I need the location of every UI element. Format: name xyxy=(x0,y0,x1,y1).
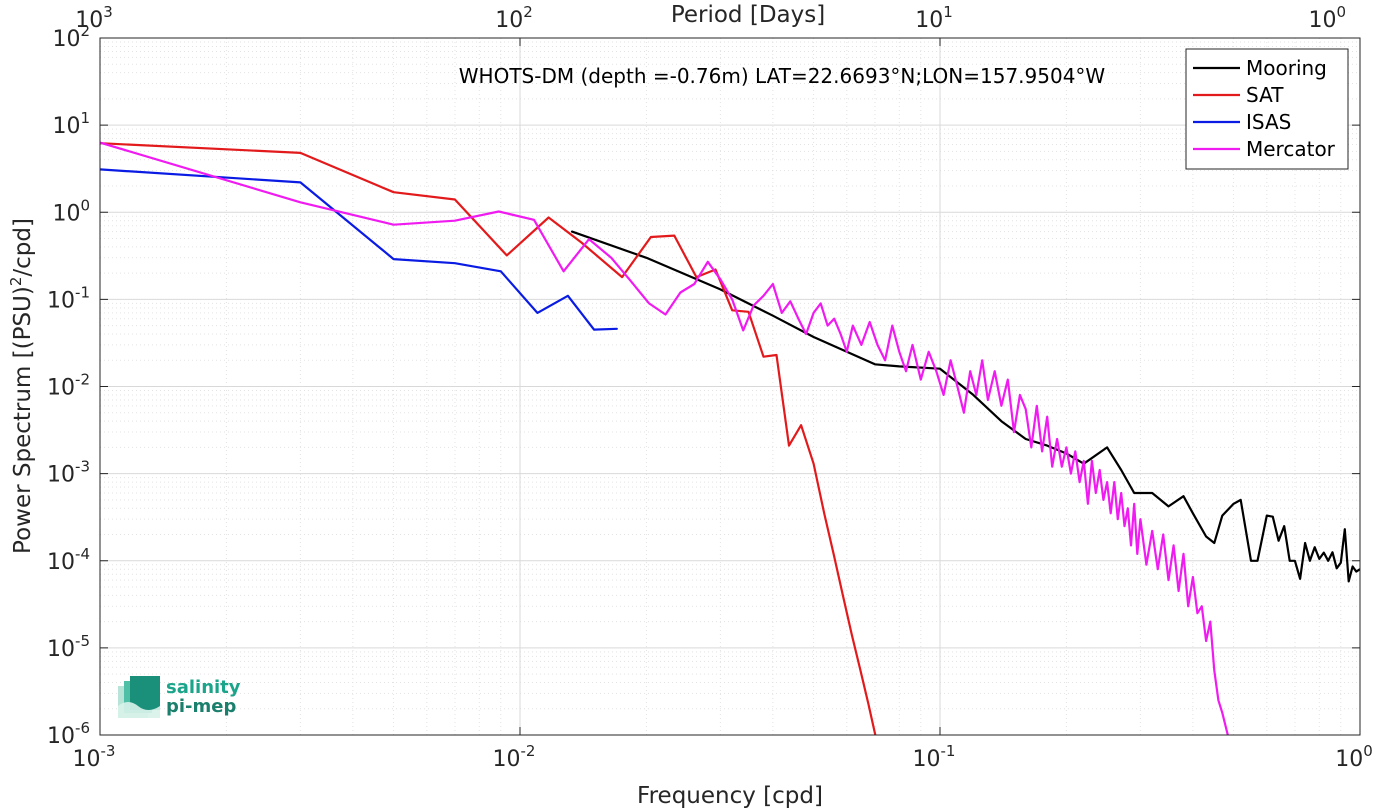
series-line-mercator xyxy=(100,141,1229,735)
logo-text-salinity: salinity xyxy=(166,677,241,698)
y-tick-label-base: 10 xyxy=(47,724,75,749)
top-tick-label: 102 xyxy=(495,3,533,33)
top-tick-label-exponent: 1 xyxy=(943,3,953,21)
top-tick-label-base: 10 xyxy=(495,8,523,33)
y-axis-label-tail: /cpd] xyxy=(10,218,36,277)
legend-label-mercator: Mercator xyxy=(1246,137,1336,161)
y-tick-label-exponent: -2 xyxy=(75,371,90,389)
top-axis-label: Period [Days] xyxy=(671,2,825,28)
y-tick-label-exponent: 2 xyxy=(80,22,90,40)
y-tick-label: 10-3 xyxy=(47,458,90,488)
series-line-isas xyxy=(100,168,618,331)
y-tick-label-exponent: -1 xyxy=(75,283,90,301)
y-tick-label-base: 10 xyxy=(47,550,75,575)
y-tick-label: 10-1 xyxy=(47,283,90,313)
top-tick-label-exponent: 0 xyxy=(1336,3,1346,21)
chart-title: WHOTS-DM (depth =-0.76m) LAT=22.6693°N;L… xyxy=(459,64,1106,88)
y-tick-label-base: 10 xyxy=(47,463,75,488)
x-tick-label: 100 xyxy=(1335,742,1373,772)
x-tick-label: 10-1 xyxy=(913,742,956,772)
legend-label-isas: ISAS xyxy=(1246,110,1291,134)
y-tick-label: 10-4 xyxy=(47,545,90,575)
series-line-sat xyxy=(100,142,877,735)
y-tick-label-exponent: -5 xyxy=(75,632,90,650)
y-tick-label: 102 xyxy=(52,22,90,52)
top-tick-label-exponent: 2 xyxy=(523,3,533,21)
x-tick-label-exponent: -2 xyxy=(521,742,536,760)
y-tick-label-exponent: -4 xyxy=(75,545,90,563)
top-tick-label-exponent: 3 xyxy=(103,3,113,21)
x-tick-label-exponent: 0 xyxy=(1363,742,1373,760)
y-axis-label-sup: 2 xyxy=(7,277,25,287)
y-tick-label: 101 xyxy=(52,109,90,139)
y-tick-label-base: 10 xyxy=(47,637,75,662)
top-tick-label: 101 xyxy=(915,3,953,33)
y-tick-label-exponent: -6 xyxy=(75,719,90,737)
x-tick-label: 10-3 xyxy=(73,742,116,772)
logo-text-pimep: pi-mep xyxy=(166,696,236,717)
salinity-pi-mep-logo: salinity pi-mep xyxy=(118,676,241,718)
legend-label-sat: SAT xyxy=(1246,83,1284,107)
logo-wave xyxy=(118,702,160,718)
series-line-mooring xyxy=(570,230,1360,583)
x-tick-label-base: 10 xyxy=(493,747,521,772)
x-tick-label: 10-2 xyxy=(493,742,536,772)
y-tick-label-base: 10 xyxy=(47,376,75,401)
y-axis-label: Power Spectrum [(PSU)2/cpd] xyxy=(7,218,36,554)
y-tick-label-base: 10 xyxy=(47,288,75,313)
x-axis-label: Frequency [cpd] xyxy=(637,783,823,809)
top-tick-label-base: 10 xyxy=(75,8,103,33)
x-tick-label-exponent: -3 xyxy=(101,742,116,760)
top-tick-label: 100 xyxy=(1308,3,1346,33)
legend: Mooring SAT ISAS Mercator xyxy=(1185,48,1349,170)
chart-series xyxy=(100,141,1360,735)
y-tick-label-exponent: 1 xyxy=(80,109,90,127)
y-tick-label-exponent: -3 xyxy=(75,458,90,476)
y-tick-label: 100 xyxy=(52,196,90,226)
y-tick-label-base: 10 xyxy=(52,27,80,52)
y-tick-label: 10-2 xyxy=(47,371,90,401)
x-tick-label-base: 10 xyxy=(1335,747,1363,772)
y-tick-label-base: 10 xyxy=(52,201,80,226)
top-tick-label-base: 10 xyxy=(1308,8,1336,33)
chart-grid xyxy=(99,37,1361,736)
top-tick-label-base: 10 xyxy=(915,8,943,33)
y-tick-label-base: 10 xyxy=(52,114,80,139)
y-axis-label-main: Power Spectrum [(PSU) xyxy=(10,286,36,554)
y-tick-label: 10-6 xyxy=(47,719,90,749)
x-tick-label-base: 10 xyxy=(73,747,101,772)
legend-label-mooring: Mooring xyxy=(1246,56,1327,80)
y-tick-label: 10-5 xyxy=(47,632,90,662)
x-tick-label-base: 10 xyxy=(913,747,941,772)
chart-ticks xyxy=(99,37,1361,736)
x-tick-label-exponent: -1 xyxy=(941,742,956,760)
top-tick-label: 103 xyxy=(75,3,113,33)
y-tick-label-exponent: 0 xyxy=(80,196,90,214)
